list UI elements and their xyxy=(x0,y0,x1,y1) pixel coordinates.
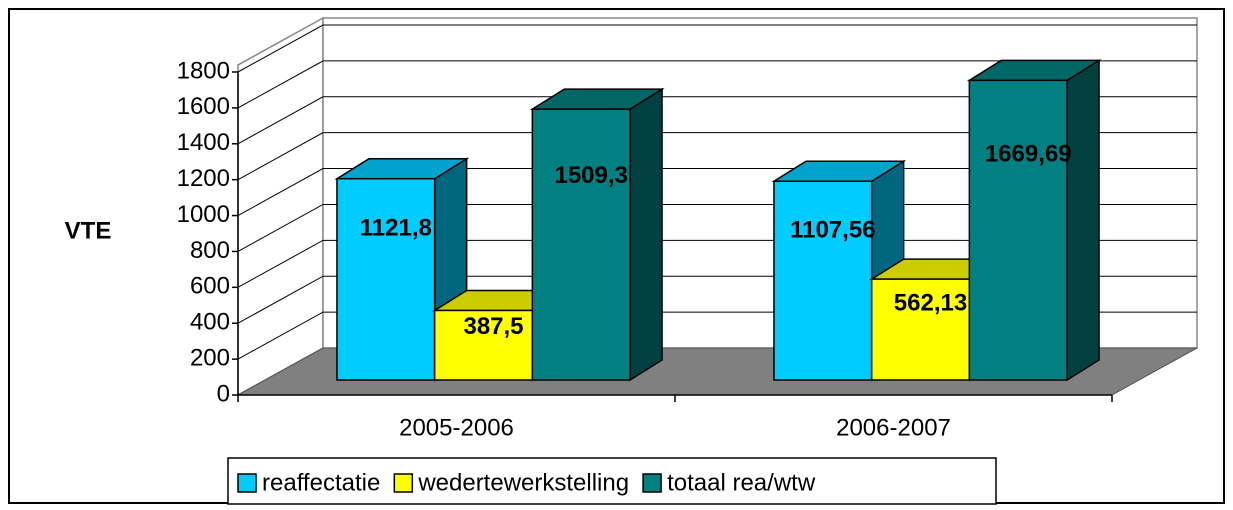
grid-line xyxy=(237,168,1197,216)
legend-label: totaal rea/wtw xyxy=(667,469,816,496)
bar-front xyxy=(433,309,534,381)
x-tick-label: 2005-2006 xyxy=(399,414,514,441)
y-tick-label: 0 xyxy=(217,380,230,407)
legend-swatch xyxy=(642,473,662,493)
y-tick-label: 1000 xyxy=(177,201,230,228)
bar-side xyxy=(629,87,663,382)
bar-front xyxy=(968,79,1068,381)
grid-line xyxy=(237,203,1197,252)
legend-swatch xyxy=(237,473,257,493)
bar-front xyxy=(773,180,873,381)
bar-front xyxy=(531,108,631,381)
x-tick-label: 2006-2007 xyxy=(836,414,951,441)
y-tick-label: 1800 xyxy=(177,57,230,84)
y-tick-label: 1200 xyxy=(177,165,230,192)
grid-line xyxy=(237,24,1197,73)
grid-line xyxy=(237,60,1197,109)
data-label: 562,13 xyxy=(894,290,967,317)
y-tick-label: 1600 xyxy=(177,93,230,120)
legend-swatch xyxy=(393,473,414,493)
data-label: 1107,56 xyxy=(790,216,875,243)
bar-front xyxy=(336,177,436,381)
y-axis-label: VTE xyxy=(65,217,112,244)
left-wall xyxy=(237,16,324,397)
grid-line xyxy=(237,239,1197,288)
y-tick-label: 200 xyxy=(190,344,230,371)
legend-box xyxy=(227,457,997,505)
y-tick-label: 400 xyxy=(190,309,230,336)
y-tick-label: 1400 xyxy=(177,129,230,156)
grid-line xyxy=(237,96,1197,145)
bar xyxy=(966,59,1102,382)
bar-side xyxy=(1066,59,1100,382)
data-label: 1121,8 xyxy=(360,214,432,241)
y-tick-label: 800 xyxy=(190,237,230,264)
legend-label: reaffectatie xyxy=(262,469,380,496)
grid-line xyxy=(237,132,1197,181)
data-label: 1669,69 xyxy=(985,141,1072,168)
bar xyxy=(529,87,665,382)
y-tick-label: 600 xyxy=(190,273,230,300)
bar-front xyxy=(870,278,971,381)
legend-label: wedertewerkstelling xyxy=(417,469,629,496)
data-label: 1509,3 xyxy=(554,162,627,189)
data-label: 387,5 xyxy=(463,313,523,340)
